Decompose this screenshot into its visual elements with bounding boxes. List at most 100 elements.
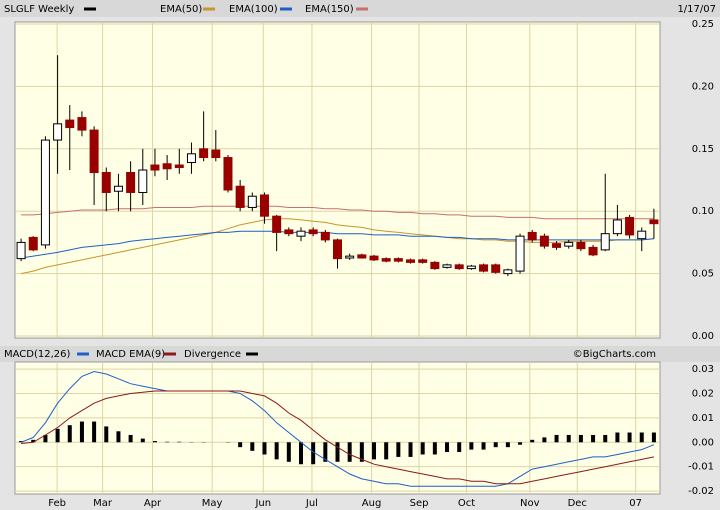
histogram-bar (128, 434, 133, 443)
histogram-bar (274, 442, 279, 460)
candle-body (552, 243, 562, 248)
histogram-bar (384, 442, 389, 460)
candle-body (320, 231, 330, 241)
histogram-bar (530, 439, 535, 443)
candle-body (199, 148, 209, 159)
histogram-bar (140, 438, 145, 443)
y-tick-label: 0.00 (692, 331, 714, 342)
candle-body (113, 185, 123, 192)
candle-body (600, 233, 610, 251)
histogram-bar (43, 434, 48, 443)
candle-body (466, 265, 476, 270)
y-tick-label: 0.00 (692, 437, 714, 448)
candle-body (503, 269, 513, 275)
histogram-bar (67, 425, 72, 443)
histogram-bar (152, 441, 157, 443)
histogram-bar (92, 421, 97, 443)
legend-swatch (246, 352, 258, 356)
x-tick-label: Mar (93, 498, 113, 509)
candle-body (527, 231, 537, 241)
histogram-bar (627, 432, 632, 443)
candle-body (211, 149, 221, 159)
histogram-bar (19, 441, 24, 443)
candle-body (637, 230, 647, 240)
candle-body (247, 195, 257, 208)
candle-body (393, 258, 403, 262)
x-tick-label: Oct (458, 498, 475, 509)
candle-body (126, 172, 136, 193)
x-tick-label: Feb (48, 498, 66, 509)
legend-swatch (77, 352, 89, 356)
x-tick-label: Dec (568, 498, 587, 509)
histogram-bar (445, 442, 450, 453)
x-tick-label: Sep (410, 498, 429, 509)
chart-title: SLGLF Weekly (4, 4, 74, 15)
histogram-bar (566, 434, 571, 443)
histogram-bar (493, 442, 498, 448)
candle-body (345, 255, 355, 259)
histogram-bar (31, 439, 36, 443)
candle-body (16, 241, 26, 260)
histogram-bar (554, 434, 559, 443)
histogram-bar (469, 442, 474, 450)
legend-label: Divergence (184, 349, 241, 360)
x-tick-label: May (202, 498, 223, 509)
candle-body (162, 163, 172, 170)
histogram-bar (298, 442, 303, 465)
histogram-bar (542, 437, 547, 443)
credit: ©BigCharts.com (573, 349, 656, 360)
legend-swatch (84, 7, 96, 11)
candle-body (77, 117, 87, 131)
macd-panel (14, 361, 661, 495)
candle-body (479, 264, 489, 272)
x-tick-label: Nov (520, 498, 540, 509)
candle-body (333, 239, 342, 260)
candle-body (491, 264, 501, 273)
x-tick-label: Jun (254, 498, 271, 509)
legend-swatch (280, 7, 292, 11)
legend-label: EMA(100) (229, 4, 278, 15)
x-tick-label: 07 (629, 498, 642, 509)
legend-label: MACD(12,26) (4, 349, 71, 360)
candle-body (89, 129, 99, 174)
y-tick-label: 0.10 (692, 206, 714, 217)
candle-body (539, 235, 549, 247)
candle-body (369, 255, 379, 261)
candle-body (186, 153, 196, 164)
histogram-bar (396, 442, 401, 457)
x-tick-label: Jul (305, 498, 318, 509)
candle-body (28, 236, 38, 251)
candle-body (564, 241, 574, 247)
candle-body (284, 229, 294, 235)
x-tick-label: Aug (362, 498, 382, 509)
legend-swatch (164, 352, 176, 356)
candle-body (223, 157, 233, 191)
histogram-bar (505, 442, 510, 448)
candle-body (357, 254, 367, 259)
date-label: 1/17/07 (677, 4, 716, 15)
y-tick-label: 0.03 (692, 364, 714, 375)
candle-body (174, 164, 184, 169)
header-bar (0, 346, 720, 362)
x-tick-label: Apr (144, 498, 162, 509)
candle-body (272, 215, 282, 233)
series-line (21, 390, 655, 485)
histogram-bar (432, 442, 437, 455)
candle-body (454, 264, 464, 270)
candle-body (296, 230, 306, 237)
candle-body (40, 139, 50, 246)
histogram-bar (250, 442, 255, 451)
histogram-bar (578, 434, 583, 443)
y-tick-label: 0.15 (692, 144, 714, 155)
histogram-bar (335, 442, 340, 462)
series-line (21, 205, 654, 220)
histogram-bar (639, 432, 644, 443)
histogram-bar (238, 442, 243, 448)
legend-label: MACD EMA(9) (96, 349, 165, 360)
histogram-bar (55, 428, 60, 443)
candle-body (101, 172, 111, 193)
y-tick-label: 0.25 (692, 19, 714, 30)
y-tick-label: -0.01 (688, 462, 714, 473)
candle-body (625, 216, 635, 236)
candle-body (576, 241, 586, 250)
